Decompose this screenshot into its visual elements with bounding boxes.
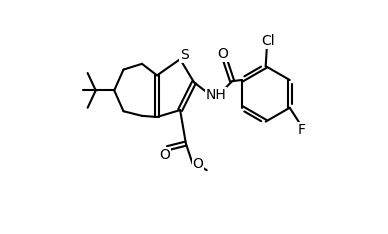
- Text: O: O: [159, 148, 170, 162]
- Text: S: S: [180, 48, 189, 62]
- Text: NH: NH: [206, 88, 226, 102]
- Text: O: O: [217, 47, 228, 61]
- Text: F: F: [297, 123, 305, 137]
- Text: O: O: [192, 157, 203, 171]
- Text: Cl: Cl: [261, 34, 275, 48]
